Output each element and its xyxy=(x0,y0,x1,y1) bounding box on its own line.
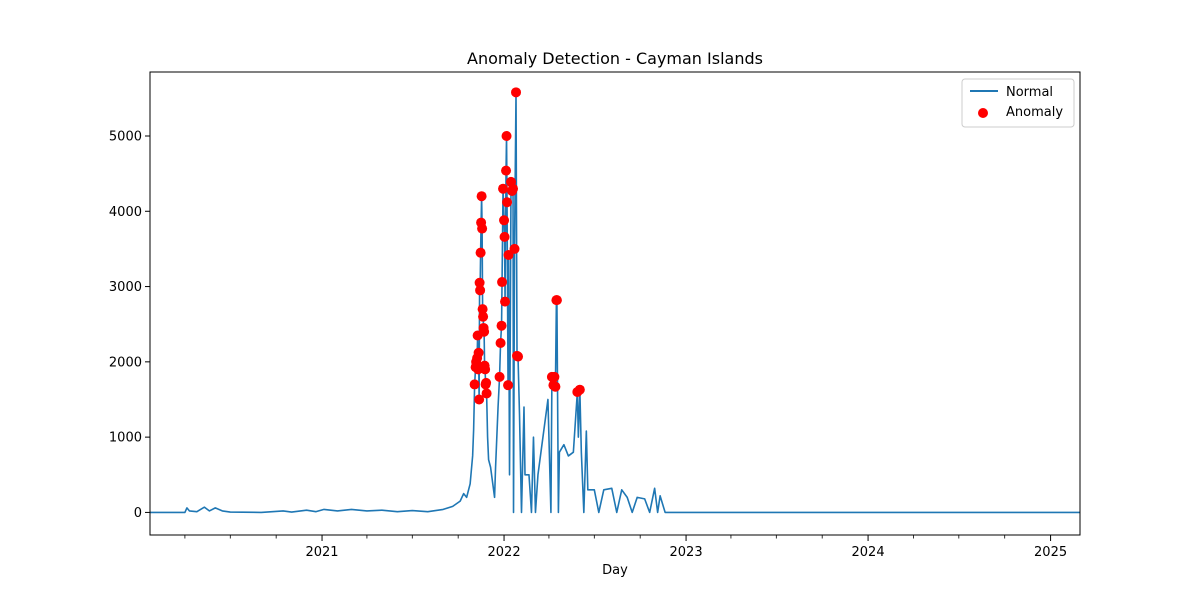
x-axis-label: Day xyxy=(602,563,628,578)
anomaly-point xyxy=(475,285,486,296)
anomaly-point xyxy=(511,87,522,98)
anomaly-point xyxy=(495,338,506,349)
anomaly-point xyxy=(474,277,485,288)
anomaly-point xyxy=(469,379,480,390)
y-tick-label: 1000 xyxy=(109,431,142,446)
legend: Normal Anomaly xyxy=(961,78,1075,128)
anomaly-point xyxy=(503,380,514,391)
anomaly-point xyxy=(475,247,486,258)
legend-anomaly-label: Anomaly xyxy=(1006,105,1063,120)
anomaly-point xyxy=(513,351,524,362)
anomaly-point xyxy=(481,388,492,399)
y-tick-label: 0 xyxy=(134,506,142,521)
anomaly-point xyxy=(478,311,489,322)
anomaly-point xyxy=(477,223,488,234)
legend-normal-label: Normal xyxy=(1006,85,1053,100)
anomaly-point xyxy=(494,371,505,382)
y-tick-label: 3000 xyxy=(109,280,142,295)
y-tick-label: 2000 xyxy=(109,355,142,370)
anomaly-point xyxy=(498,183,509,194)
y-tick-label: 5000 xyxy=(109,129,142,144)
anomaly-point xyxy=(497,277,508,288)
anomaly-point xyxy=(499,231,510,242)
anomaly-point xyxy=(480,364,491,375)
anomaly-point xyxy=(574,384,585,395)
y-tick-label: 4000 xyxy=(109,205,142,220)
anomaly-point xyxy=(501,165,512,176)
y-axis: 0 1000 2000 3000 4000 5000 xyxy=(109,129,150,521)
anomaly-point xyxy=(509,243,520,254)
chart-title: Anomaly Detection - Cayman Islands xyxy=(467,49,763,68)
plot-frame xyxy=(149,71,1081,536)
anomaly-point xyxy=(481,377,492,388)
x-tick-label: 2023 xyxy=(670,545,703,560)
anomaly-point xyxy=(496,320,507,331)
anomaly-point xyxy=(508,183,519,194)
x-tick-label: 2025 xyxy=(1034,545,1067,560)
anomaly-markers xyxy=(469,87,585,405)
anomaly-point xyxy=(550,381,561,392)
anomaly-point xyxy=(477,304,488,315)
plot-area xyxy=(149,71,1081,536)
anomaly-point xyxy=(473,347,484,358)
plot-background xyxy=(150,72,1080,535)
legend-anomaly-dot xyxy=(978,108,988,118)
anomaly-point xyxy=(479,326,490,337)
anomaly-point xyxy=(501,130,512,141)
x-tick-label: 2024 xyxy=(852,545,885,560)
anomaly-point xyxy=(549,371,560,382)
x-axis: 2021 2022 2023 2024 2025 xyxy=(184,535,1067,560)
anomaly-point xyxy=(551,295,562,306)
anomaly-point xyxy=(499,215,510,226)
anomaly-point xyxy=(474,394,485,405)
anomaly-point xyxy=(476,191,487,202)
x-tick-label: 2021 xyxy=(305,545,338,560)
anomaly-point xyxy=(500,296,511,307)
x-tick-label: 2022 xyxy=(488,545,521,560)
anomaly-point xyxy=(502,197,513,208)
